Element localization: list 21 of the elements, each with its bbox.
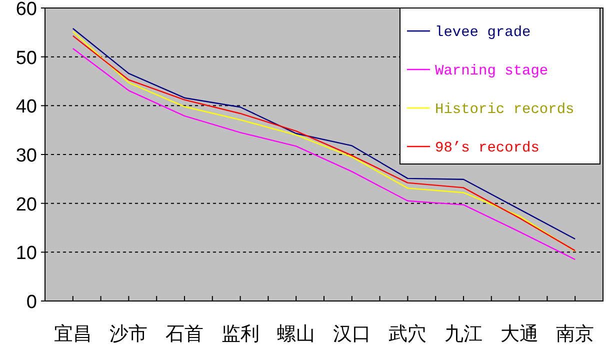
y-tick-label: 40 [16, 96, 37, 118]
x-tick-label: 宜昌 [54, 323, 92, 345]
x-tick-label: 武穴 [388, 323, 427, 345]
x-tick-label: 石首 [166, 324, 204, 345]
x-tick-label: 南京 [556, 323, 594, 345]
legend-label: levee grade [435, 25, 531, 41]
legend-label: Historic records [435, 102, 574, 118]
x-tick-label: 螺山 [277, 324, 316, 345]
x-tick-label: 汉口 [332, 324, 371, 345]
legend-label: 98’s records [435, 140, 540, 156]
y-tick-label: 50 [16, 48, 37, 69]
x-tick-label: 大通 [500, 324, 538, 345]
x-tick-label: 监利 [221, 324, 260, 345]
y-tick-label: 30 [16, 146, 37, 166]
y-tick-label: 0 [26, 292, 37, 313]
x-tick-label: 沙市 [110, 323, 148, 345]
y-tick-label: 10 [16, 243, 37, 264]
y-tick-label: 60 [16, 0, 37, 20]
x-tick-label: 九江 [444, 324, 482, 345]
y-tick-label: 20 [16, 194, 37, 216]
legend-label: Warning stage [435, 64, 548, 80]
